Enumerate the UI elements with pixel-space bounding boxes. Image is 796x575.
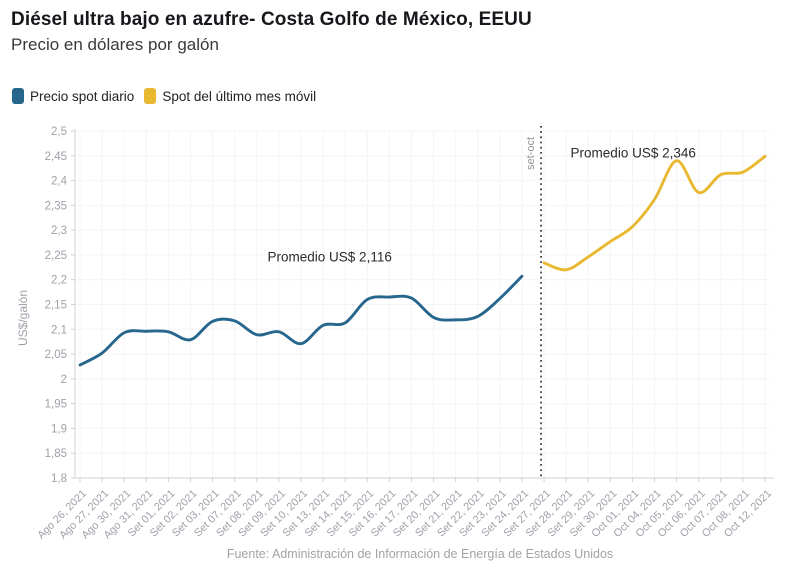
chart-canvas: 2,5 2,45 2,4 2,35 2,3 2,25 2,2 2,15 2,1 2,05 2 1,95… — [16, 126, 774, 542]
chart-header: Diésel ultra bajo en azufre- Costa Golfo… — [11, 8, 791, 55]
y-tick-label: 1,8 — [51, 473, 67, 485]
y-axis-title: US$/galón — [16, 290, 30, 346]
y-tick-label: 2,3 — [51, 225, 67, 237]
series-line-spot-diario — [78, 274, 524, 367]
average-annotation: Promedio US$ 2,346 — [571, 145, 696, 160]
y-tick-label: 2,35 — [45, 200, 67, 212]
y-tick-label: 2 — [61, 374, 67, 386]
y-tick-label: 2,05 — [45, 349, 67, 361]
line-chart: 2,5 2,45 2,4 2,35 2,3 2,25 2,2 2,15 2,1 2,05 2 1,95… — [0, 118, 796, 558]
legend-swatch-yellow — [144, 88, 157, 104]
y-tick-label: 2,25 — [45, 250, 67, 262]
y-tick-label: 1,85 — [45, 448, 67, 460]
legend-item-precio-spot-diario: Precio spot diario — [12, 88, 134, 104]
legend-item-spot-mes-movil: Spot del último mes móvil — [144, 88, 316, 104]
chart-subtitle: Precio en dólares por galón — [11, 34, 219, 54]
legend: Precio spot diario Spot del último mes m… — [12, 88, 316, 104]
y-tick-label: 2,4 — [51, 176, 68, 188]
legend-label: Spot del último mes móvil — [162, 88, 317, 104]
legend-swatch-blue — [12, 88, 24, 104]
y-tick-label: 2,2 — [51, 275, 67, 287]
average-annotation: Promedio US$ 2,116 — [268, 249, 392, 264]
y-tick-label: 2,15 — [45, 300, 67, 312]
series-line-mes-movil — [542, 154, 767, 272]
y-tick-label: 1,9 — [51, 423, 67, 435]
y-tick-label: 2,5 — [51, 126, 67, 138]
legend-label: Precio spot diario — [30, 88, 135, 104]
chart-title: Diésel ultra bajo en azufre- Costa Golfo… — [11, 9, 532, 30]
period-divider-label: set-oct — [525, 137, 537, 170]
y-tick-label: 2,1 — [51, 324, 67, 336]
y-tick-label: 2,45 — [45, 151, 67, 163]
source-note: Fuente: Administración de Información de… — [226, 547, 614, 561]
y-tick-label: 1,95 — [45, 399, 67, 411]
